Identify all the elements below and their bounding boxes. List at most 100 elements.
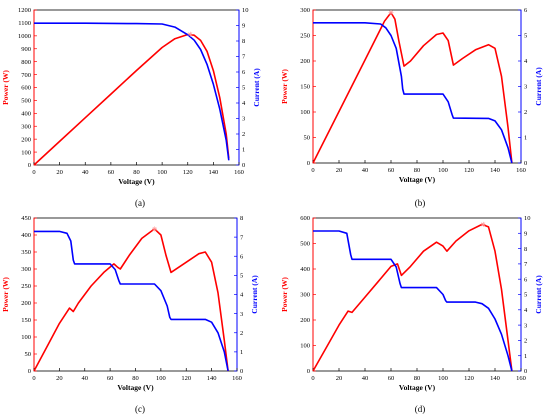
- x-tick-label: 100: [438, 375, 448, 382]
- mpp-marker: [187, 31, 193, 37]
- x-tick-label: 160: [232, 375, 242, 382]
- power-tick-label: 700: [21, 72, 31, 79]
- x-tick-label: 20: [56, 169, 63, 176]
- power-tick-label: 50: [304, 135, 311, 142]
- mpp-marker-stroke: [152, 226, 157, 231]
- current-tick-label: 5: [524, 292, 527, 299]
- x-tick-label: 60: [107, 375, 114, 382]
- x-tick-label: 160: [516, 375, 526, 382]
- x-tick-label: 20: [56, 375, 63, 382]
- power-tick-label: 100: [300, 343, 310, 350]
- current-axis-label: Current (A): [252, 68, 261, 107]
- power-axis-label: Power (W): [280, 277, 289, 312]
- current-tick-label: 1: [524, 353, 527, 360]
- power-tick-label: 450: [21, 215, 31, 222]
- current-tick-label: 5: [242, 85, 245, 92]
- current-tick-label: 10: [242, 7, 249, 14]
- x-tick-label: 140: [490, 167, 500, 174]
- current-tick-label: 4: [242, 100, 246, 107]
- power-tick-label: 800: [21, 59, 31, 66]
- power-tick-label: 1100: [18, 20, 31, 27]
- power-axis-label: Power (W): [1, 70, 10, 105]
- power-tick-label: 500: [300, 241, 310, 248]
- power-tick-label: 1000: [18, 33, 31, 40]
- x-tick-label: 40: [82, 375, 89, 382]
- current-tick-label: 2: [242, 131, 245, 138]
- x-tick-label: 40: [362, 375, 369, 382]
- current-tick-label: 10: [524, 215, 531, 222]
- power-tick-label: 0: [307, 160, 310, 167]
- x-tick-label: 20: [336, 375, 343, 382]
- current-curve: [313, 230, 513, 372]
- mpp-marker: [388, 10, 394, 16]
- chart-panel-2: 0 20 40 60 80 100 120 140 1600501001502002503000…: [280, 7, 543, 208]
- current-curve: [34, 22, 230, 161]
- power-curve: [312, 223, 513, 372]
- current-tick-label: 7: [524, 261, 528, 268]
- current-curve: [313, 22, 513, 164]
- x-tick-label: 0: [32, 169, 35, 176]
- current-tick-label: 5: [524, 33, 527, 40]
- x-tick-label: 80: [133, 169, 140, 176]
- current-tick-label: 3: [524, 322, 527, 329]
- current-tick-label: 0: [524, 368, 527, 375]
- plot-frame: [312, 217, 522, 372]
- panel-caption: (b): [415, 198, 426, 208]
- power-tick-label: 300: [300, 292, 310, 299]
- current-tick-label: 6: [242, 69, 246, 76]
- plot-frame: [33, 217, 238, 372]
- x-tick-label: 40: [82, 169, 89, 176]
- power-curve: [33, 33, 230, 166]
- current-tick-label: 8: [242, 38, 245, 45]
- power-tick-label: 150: [21, 317, 31, 324]
- mpp-marker: [480, 221, 486, 227]
- chart-panel-4: 0 20 40 60 80 100 120 140 1600100200300400500600…: [280, 215, 543, 414]
- power-tick-label: 1200: [18, 7, 31, 14]
- x-tick-label: 120: [183, 169, 193, 176]
- power-tick-label: 0: [28, 368, 31, 375]
- power-tick-label: 0: [307, 368, 310, 375]
- x-tick-label: 140: [207, 375, 217, 382]
- power-tick-label: 400: [21, 232, 31, 239]
- power-tick-label: 200: [21, 136, 31, 143]
- power-tick-label: 300: [21, 123, 31, 130]
- power-tick-label: 600: [21, 85, 31, 92]
- power-tick-label: 50: [25, 351, 32, 358]
- x-axis-label: Voltage (V): [117, 383, 154, 392]
- current-tick-label: 4: [524, 58, 528, 65]
- current-tick-label: 6: [240, 253, 244, 260]
- x-tick-label: 40: [362, 167, 369, 174]
- x-tick-label: 80: [414, 167, 421, 174]
- mpp-marker: [152, 226, 158, 232]
- x-axis-label: Voltage (V): [399, 383, 436, 392]
- current-axis-label: Current (A): [534, 275, 543, 314]
- power-tick-label: 300: [300, 7, 310, 14]
- current-curve: [34, 230, 229, 372]
- x-tick-label: 100: [156, 375, 166, 382]
- panel-caption: (c): [135, 404, 145, 414]
- power-tick-label: 250: [300, 33, 310, 40]
- power-tick-label: 400: [21, 111, 31, 118]
- power-curve: [312, 11, 513, 164]
- power-tick-label: 400: [300, 266, 310, 273]
- x-tick-label: 80: [132, 375, 139, 382]
- current-tick-label: 3: [524, 84, 527, 91]
- power-tick-label: 600: [300, 215, 310, 222]
- plot-frame: [33, 9, 240, 166]
- current-tick-label: 8: [524, 246, 527, 253]
- current-tick-label: 5: [240, 273, 243, 280]
- x-tick-label: 60: [388, 375, 395, 382]
- current-tick-label: 6: [524, 7, 528, 14]
- x-tick-label: 120: [464, 375, 474, 382]
- current-tick-label: 6: [524, 276, 528, 283]
- x-axis-label: Voltage (V): [399, 175, 436, 184]
- current-tick-label: 3: [240, 311, 243, 318]
- power-tick-label: 100: [21, 149, 31, 156]
- power-tick-label: 900: [21, 46, 31, 53]
- x-tick-label: 0: [311, 375, 314, 382]
- x-tick-label: 20: [336, 167, 343, 174]
- x-tick-label: 120: [464, 167, 474, 174]
- current-axis-label: Current (A): [534, 67, 543, 106]
- current-tick-label: 8: [240, 215, 243, 222]
- plot-frame: [312, 9, 522, 164]
